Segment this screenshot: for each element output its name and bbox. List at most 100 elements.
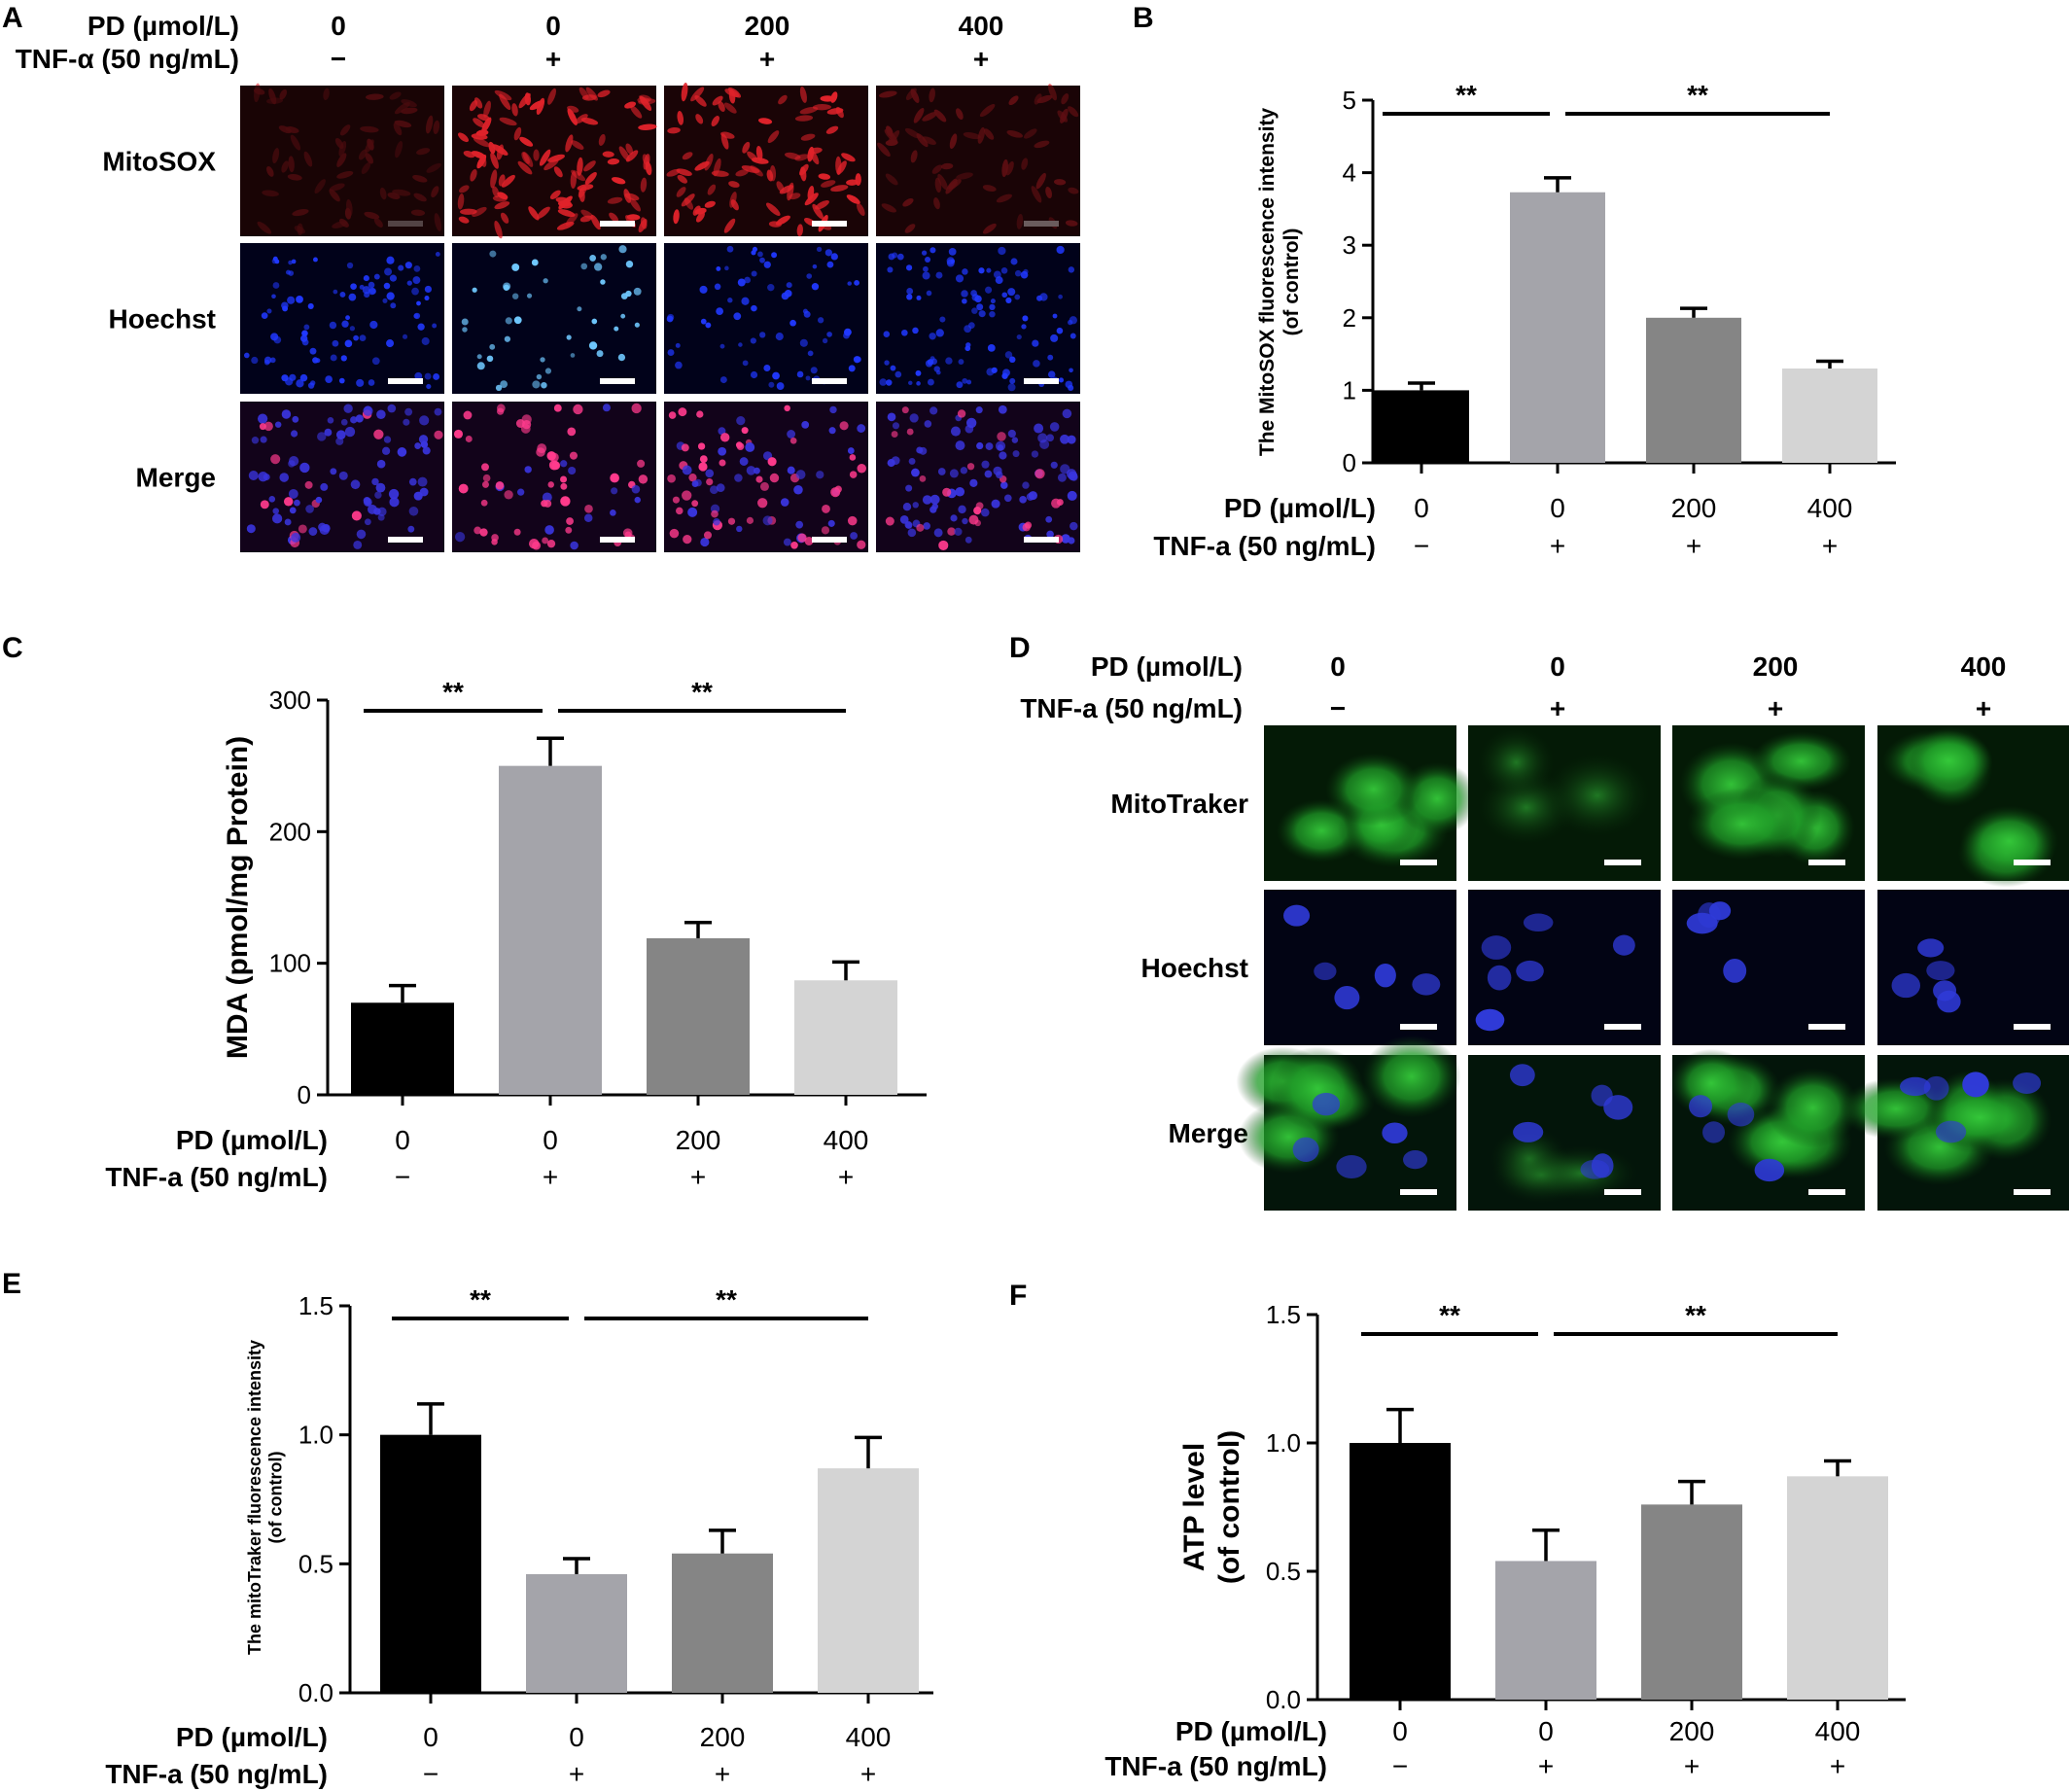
y-tick-label: 0.0	[1266, 1685, 1301, 1714]
stained-cell	[490, 152, 499, 169]
pd-value: 0	[569, 1722, 584, 1752]
merged-cell	[947, 527, 956, 536]
tnf-value: −	[1414, 531, 1429, 561]
nucleus	[803, 310, 811, 318]
merged-cell	[304, 480, 313, 489]
nucleus	[1891, 972, 1920, 999]
merged-cell	[320, 482, 329, 491]
merged-cell	[822, 505, 830, 513]
nucleus	[363, 275, 369, 282]
nucleus	[1007, 383, 1016, 392]
stained-cell	[499, 117, 517, 126]
scale-bar	[2014, 860, 2051, 865]
bar-3	[1646, 317, 1741, 463]
merged-cell	[1034, 423, 1044, 434]
nucleus	[1292, 1137, 1319, 1162]
merged-cell	[547, 481, 554, 488]
nucleus	[369, 320, 378, 330]
pd-value: 200	[1669, 1716, 1715, 1746]
nucleus	[1935, 1120, 1967, 1143]
stained-cell	[676, 187, 686, 197]
stained-cell	[767, 130, 780, 144]
y-tick-label: 4	[1343, 158, 1356, 188]
stained-cell	[630, 105, 643, 119]
nucleus	[511, 263, 520, 271]
merged-cell	[279, 473, 290, 482]
stained-cell	[536, 97, 545, 116]
merged-cell	[916, 446, 924, 454]
tnf-row-label: TNF-α (50 ng/mL)	[16, 44, 239, 74]
stained-cell	[825, 125, 839, 134]
stained-cell	[533, 149, 540, 161]
nucleus	[263, 359, 270, 366]
merged-cell	[885, 516, 894, 526]
pd-value: 0	[1414, 493, 1429, 523]
merged-cell	[298, 524, 307, 534]
nucleus	[993, 270, 1001, 279]
nucleus	[281, 301, 289, 309]
nucleus	[325, 375, 333, 383]
y-tick-label: 300	[269, 685, 311, 715]
scale-bar	[1400, 1024, 1437, 1030]
merged-cell	[308, 527, 318, 536]
nucleus	[266, 308, 272, 314]
tnf-value: +	[569, 1759, 584, 1789]
nucleus	[1513, 1121, 1544, 1142]
nucleus	[346, 262, 354, 269]
stained-cell	[681, 83, 688, 102]
nucleus	[926, 290, 932, 297]
pd-value: 400	[1961, 651, 2007, 682]
merged-cell	[1050, 461, 1058, 469]
merged-cell	[923, 522, 930, 530]
stained-cell	[557, 209, 576, 218]
merged-cell	[955, 486, 965, 497]
mitochondria-signal	[1766, 1068, 1860, 1148]
merged-cell	[317, 432, 327, 441]
microscopy-panel-d: PD (µmol/L) TNF-a (50 ng/mL) 0 0 200 400 − + + + M…	[1020, 651, 2069, 1211]
y-tick-label: 1.5	[298, 1291, 333, 1320]
pd-row-label: PD (µmol/L)	[1224, 493, 1376, 523]
merged-cell	[857, 464, 866, 474]
merged-cell	[1051, 498, 1062, 509]
merged-cell	[789, 437, 797, 444]
nucleus	[744, 276, 752, 284]
merged-cell	[291, 532, 301, 543]
merged-cell	[736, 525, 743, 533]
bar-2	[1510, 192, 1605, 463]
nucleus	[971, 307, 978, 314]
nucleus	[1917, 938, 1945, 958]
nucleus	[1014, 269, 1022, 277]
nucleus	[495, 384, 503, 392]
merged-cell	[496, 404, 506, 413]
nucleus	[301, 330, 308, 337]
stained-cell	[539, 149, 551, 166]
nucleus	[922, 271, 930, 280]
merged-cell	[745, 442, 755, 452]
merged-cell	[1007, 429, 1016, 439]
mitochondria-signal	[1669, 1048, 1753, 1118]
nucleus	[830, 253, 838, 261]
y-tick-label: 1.0	[1266, 1428, 1301, 1458]
scale-bar	[1604, 1024, 1641, 1030]
nucleus	[359, 284, 365, 290]
nucleus	[916, 381, 921, 386]
nucleus	[386, 256, 395, 264]
stained-cell	[511, 103, 518, 117]
nucleus	[345, 315, 350, 321]
stained-cell	[799, 106, 819, 115]
merged-cell	[463, 410, 473, 420]
merged-cell	[257, 413, 268, 424]
merged-cell	[1031, 450, 1039, 458]
stained-cell	[579, 188, 585, 202]
nucleus	[1070, 333, 1076, 339]
nucleus	[1727, 1102, 1755, 1127]
merged-cell	[795, 520, 804, 529]
merged-cell	[288, 488, 298, 499]
nucleus	[933, 366, 940, 372]
scale-bar	[812, 378, 847, 384]
scale-bar	[1604, 1189, 1641, 1195]
nucleus	[618, 245, 627, 254]
nucleus	[285, 269, 291, 275]
merged-cell	[757, 498, 768, 509]
